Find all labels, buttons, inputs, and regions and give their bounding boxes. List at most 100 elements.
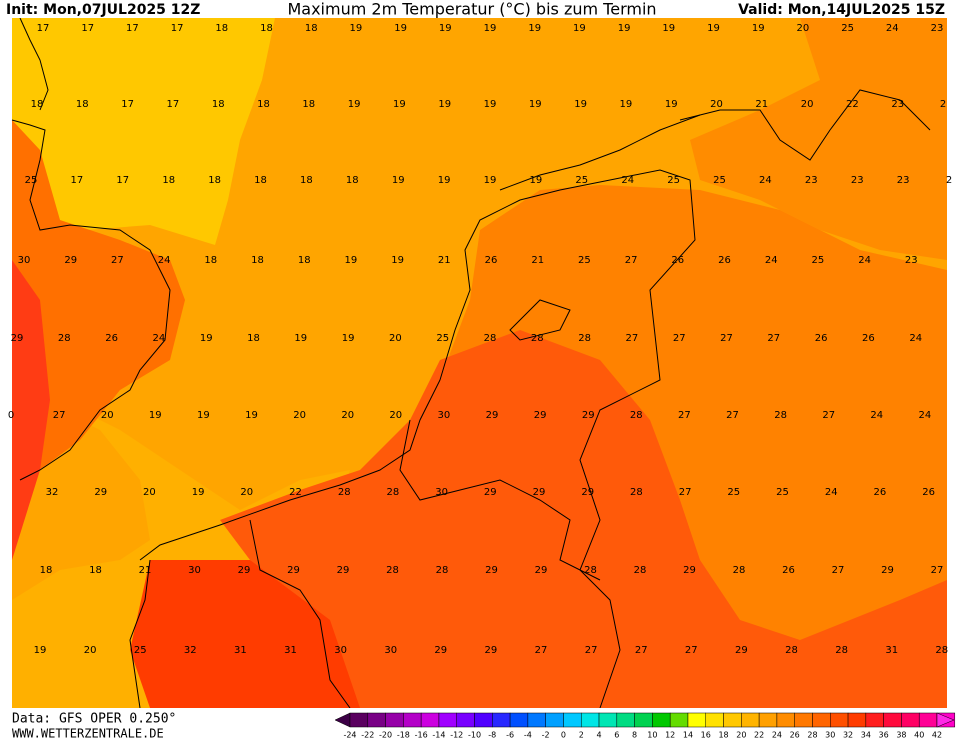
temperature: 24 (158, 255, 171, 266)
temperature: 18 (162, 175, 175, 186)
colorbar-box (598, 712, 618, 728)
colorbar-box (812, 712, 831, 728)
temperature: 27 (726, 410, 739, 421)
colorbar-box (420, 712, 440, 728)
temperature: 19 (394, 23, 407, 34)
border-netherlands (399, 419, 601, 581)
coastline-continent (139, 169, 696, 709)
temperature: 27 (720, 333, 733, 344)
temperature: 25 (134, 645, 147, 656)
temperature: 19 (200, 333, 213, 344)
shade-warm (220, 330, 947, 708)
colorbar-label: 12 (665, 731, 675, 740)
temperature: 19 (34, 645, 47, 656)
colorbar-box (918, 712, 938, 728)
colorbar-box (830, 712, 849, 728)
colorbar-box (687, 712, 707, 728)
temperature: 20 (797, 23, 810, 34)
temperature: 20 (293, 410, 306, 421)
temperature: 31 (885, 645, 898, 656)
temperature: 21 (438, 255, 451, 266)
temperature: 19 (392, 175, 405, 186)
temperature: 26 (718, 255, 731, 266)
colorbar-label: 30 (825, 731, 835, 740)
temperature: 19 (197, 410, 210, 421)
colorbar-box (865, 712, 884, 728)
temperature: 28 (484, 333, 497, 344)
colorbar-box (883, 712, 902, 728)
colorbar-box (741, 712, 760, 728)
temperature: 17 (126, 23, 139, 34)
shade-cool (12, 18, 275, 245)
temperature: 20 (710, 99, 723, 110)
colorbar-label: -16 (415, 731, 428, 740)
colorbar-box (367, 712, 386, 728)
temperature: 18 (300, 175, 313, 186)
colorbar-label: 28 (807, 731, 817, 740)
colorbar-box (776, 712, 795, 728)
temperature: 19 (149, 410, 162, 421)
temperature: 21 (755, 99, 768, 110)
temperature: 20 (240, 487, 253, 498)
colorbar-label: 18 (718, 731, 728, 740)
temperature: 29 (535, 565, 548, 576)
coastline-england (11, 119, 171, 481)
shade-england-hot (12, 260, 50, 560)
colorbar-box (474, 712, 493, 728)
colorbar-label: 16 (701, 731, 711, 740)
colorbar-label: 38 (896, 731, 906, 740)
colorbar-label: 14 (683, 731, 693, 740)
temperature: 18 (208, 175, 221, 186)
colorbar-box (901, 712, 920, 728)
temperature: 26 (862, 333, 875, 344)
temperature: 30 (18, 255, 31, 266)
temperature: 28 (835, 645, 848, 656)
colorbar-label: 36 (879, 731, 889, 740)
colorbar-arrow (936, 712, 955, 728)
temperature: 24 (870, 410, 883, 421)
temperature: 18 (76, 99, 89, 110)
temperature: 29 (534, 410, 547, 421)
colorbar-label: 2 (579, 731, 584, 740)
temperature: 24 (825, 487, 838, 498)
colorbar-box (349, 712, 369, 728)
temperature: 26 (922, 487, 935, 498)
temperature: 17 (167, 99, 180, 110)
temperature: 0 (8, 410, 14, 421)
colorbar-box (669, 712, 689, 728)
temperature: 27 (931, 565, 944, 576)
lake-ijssel (509, 299, 571, 341)
temperature: 19 (393, 99, 406, 110)
colorbar-label: -18 (397, 731, 410, 740)
temperature: 27 (685, 645, 698, 656)
temperature: 23 (905, 255, 918, 266)
temperature: 32 (46, 487, 59, 498)
temperature: 20 (389, 410, 402, 421)
temperature: 29 (485, 565, 498, 576)
temperature: 17 (81, 23, 94, 34)
colorbar-label: 8 (632, 731, 637, 740)
colorbar-label: -8 (488, 731, 496, 740)
temperature: 20 (143, 487, 156, 498)
valid-time: Valid: Mon,14JUL2025 15Z (738, 2, 945, 18)
temperature: 18 (260, 23, 273, 34)
temperature: 23 (891, 99, 904, 110)
temperature: 18 (31, 99, 44, 110)
temperature: 23 (805, 175, 818, 186)
temperature: 19 (665, 99, 678, 110)
coastline-france (129, 559, 151, 709)
colorbar-label: 24 (772, 731, 782, 740)
temperature: 19 (618, 23, 631, 34)
temperature: 25 (578, 255, 591, 266)
temperature: 2 (940, 99, 946, 110)
temperature: 30 (188, 565, 201, 576)
temperature: 30 (334, 645, 347, 656)
temperature: 24 (765, 255, 778, 266)
temperature: 18 (251, 255, 264, 266)
temperature: 24 (886, 23, 899, 34)
temperature: 29 (486, 410, 499, 421)
colorbar-label: -6 (506, 731, 514, 740)
colorbar-label: 26 (790, 731, 800, 740)
temperature: 29 (881, 565, 894, 576)
